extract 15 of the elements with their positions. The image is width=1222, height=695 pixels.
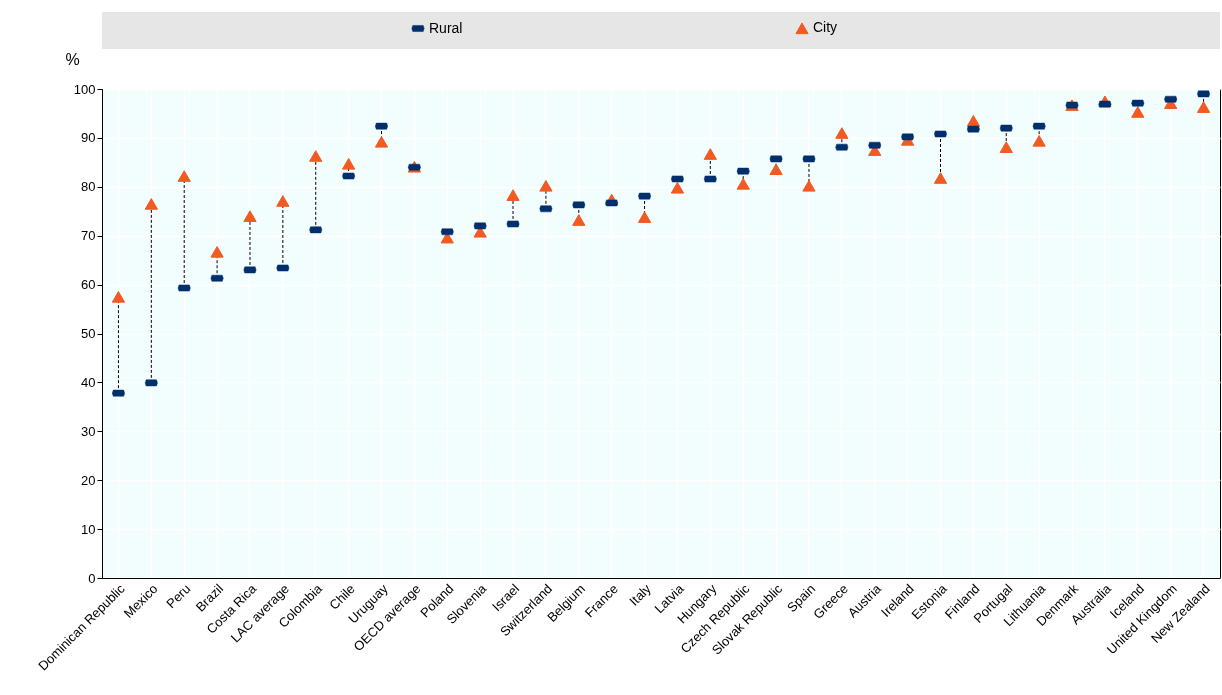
- y-axis-title: %: [65, 50, 80, 68]
- y-tick-label: 50: [81, 326, 96, 341]
- y-tick-label: 60: [81, 277, 96, 293]
- y-tick-label: 90: [81, 130, 96, 146]
- y-tick-label: 10: [81, 521, 96, 537]
- y-tick-label: 30: [81, 423, 96, 439]
- y-tick-label: 40: [81, 374, 96, 390]
- y-tick-label: 20: [81, 472, 96, 488]
- y-tick-label: 100: [73, 81, 96, 97]
- y-tick-label: 0: [88, 570, 96, 586]
- y-tick-label: 70: [81, 228, 96, 244]
- legend-label: City: [813, 19, 838, 36]
- legend-label: Rural: [429, 19, 463, 36]
- x-tick-label: Italy: [626, 580, 655, 609]
- y-tick-label: 80: [81, 179, 96, 195]
